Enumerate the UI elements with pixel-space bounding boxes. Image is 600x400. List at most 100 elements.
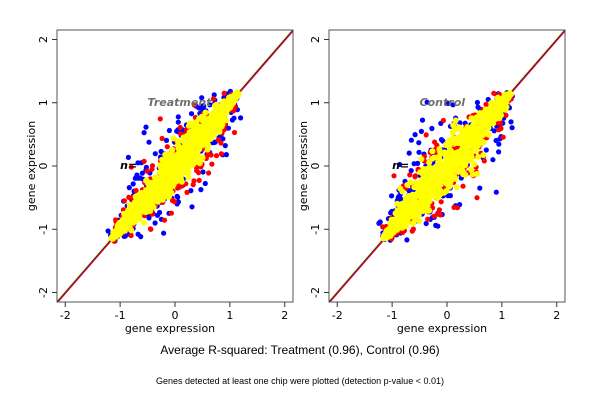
data-point-ffff00 [444, 156, 451, 163]
data-point-ff0000 [221, 90, 227, 96]
data-point-0000ff [189, 204, 195, 210]
data-point-ff0000 [454, 205, 461, 211]
y-tick-label: 2 [37, 36, 50, 43]
data-point-ff0000 [491, 90, 497, 96]
data-point-ffff00 [212, 120, 218, 126]
data-point-ffff00 [450, 122, 457, 129]
data-point-ffff00 [452, 140, 459, 147]
data-point-ffff00 [397, 220, 404, 227]
data-point-ffff00 [157, 168, 164, 175]
data-point-ff0000 [500, 134, 506, 140]
data-point-ffff00 [497, 96, 504, 103]
data-point-ffff00 [389, 220, 395, 226]
data-point-0000ff [125, 154, 131, 160]
data-point-ffff00 [464, 124, 471, 131]
y-tick-label: 1 [309, 99, 322, 106]
data-point-ffff00 [158, 186, 165, 193]
data-point-ffff00 [188, 137, 195, 144]
data-point-0000ff [138, 234, 144, 240]
data-point-ffff00 [489, 118, 496, 125]
data-point-ffff00 [449, 166, 456, 173]
data-point-0000ff [225, 125, 231, 131]
y-tick-label: -2 [37, 287, 50, 298]
x-tick-label: 1 [498, 309, 505, 322]
data-point-ff0000 [435, 211, 441, 217]
data-point-0000ff [408, 168, 414, 174]
data-point-0000ff [132, 175, 138, 181]
data-point-ffff00 [144, 204, 150, 211]
data-point-ffff00 [185, 174, 192, 181]
data-point-ffff00 [199, 141, 206, 148]
data-point-ffff00 [202, 109, 209, 116]
data-point-ff0000 [432, 139, 438, 145]
data-point-ffff00 [394, 224, 401, 231]
data-point-ffff00 [170, 135, 177, 142]
y-axis-label: gene expression [25, 121, 38, 211]
data-point-ff0000 [209, 161, 215, 167]
data-point-0000ff [429, 125, 435, 132]
x-tick-label: 2 [553, 309, 560, 322]
x-tick-label: 1 [226, 309, 233, 322]
data-point-ffff00 [404, 218, 411, 225]
data-point-ff0000 [159, 135, 165, 142]
data-point-ffff00 [426, 192, 433, 199]
data-point-ffff00 [470, 122, 476, 129]
data-point-0000ff [126, 185, 132, 191]
data-point-0000ff [474, 99, 480, 106]
data-point-ffff00 [190, 161, 196, 168]
data-point-ff0000 [460, 183, 466, 189]
data-point-0000ff [199, 95, 205, 101]
data-point-ff0000 [409, 228, 415, 234]
data-point-ffff00 [114, 229, 121, 236]
data-point-ffff00 [429, 148, 436, 155]
x-tick-label: 2 [281, 309, 288, 322]
data-point-ffff00 [411, 184, 418, 191]
x-tick-label: -1 [387, 309, 398, 322]
data-point-ffff00 [474, 141, 481, 148]
data-point-ff0000 [231, 129, 238, 136]
data-point-ff0000 [438, 199, 444, 205]
data-point-ffff00 [197, 156, 204, 163]
data-point-0000ff [411, 161, 417, 167]
data-point-ffff00 [449, 129, 456, 136]
data-point-ffff00 [162, 151, 169, 158]
data-point-ffff00 [457, 133, 464, 140]
data-point-ff0000 [400, 229, 406, 236]
data-point-0000ff [174, 193, 180, 199]
data-point-ffff00 [141, 219, 147, 226]
data-point-ffff00 [460, 127, 467, 134]
data-point-ffff00 [160, 192, 167, 198]
data-point-ffff00 [180, 134, 187, 141]
data-point-ffff00 [185, 169, 192, 176]
data-point-ffff00 [444, 181, 451, 188]
data-point-0000ff [477, 185, 483, 191]
data-point-0000ff [198, 187, 204, 193]
data-point-ffff00 [139, 195, 146, 202]
data-point-ffff00 [169, 178, 176, 185]
data-point-ff0000 [496, 127, 502, 133]
data-point-ffff00 [433, 186, 440, 193]
data-point-0000ff [406, 150, 412, 156]
data-point-ffff00 [154, 182, 160, 189]
data-point-ffff00 [221, 101, 227, 108]
data-point-0000ff [200, 103, 206, 109]
data-point-ffff00 [502, 91, 508, 98]
data-point-0000ff [200, 169, 206, 175]
data-point-ffff00 [176, 144, 183, 151]
y-tick-label: -1 [37, 224, 50, 235]
data-point-0000ff [397, 161, 403, 168]
data-point-ffff00 [474, 170, 481, 177]
data-point-ff0000 [144, 168, 150, 174]
data-point-ff0000 [194, 168, 200, 174]
data-point-ffff00 [422, 208, 429, 214]
data-point-0000ff [222, 143, 228, 149]
panel-title: Treatment [148, 96, 213, 109]
data-point-0000ff [139, 170, 145, 176]
data-point-ffff00 [410, 220, 417, 227]
data-point-ffff00 [439, 176, 446, 183]
data-point-ffff00 [479, 121, 486, 128]
data-point-ff0000 [175, 185, 181, 191]
scatter-points [376, 90, 515, 243]
plot-area [329, 30, 565, 302]
data-point-ff0000 [171, 199, 178, 205]
